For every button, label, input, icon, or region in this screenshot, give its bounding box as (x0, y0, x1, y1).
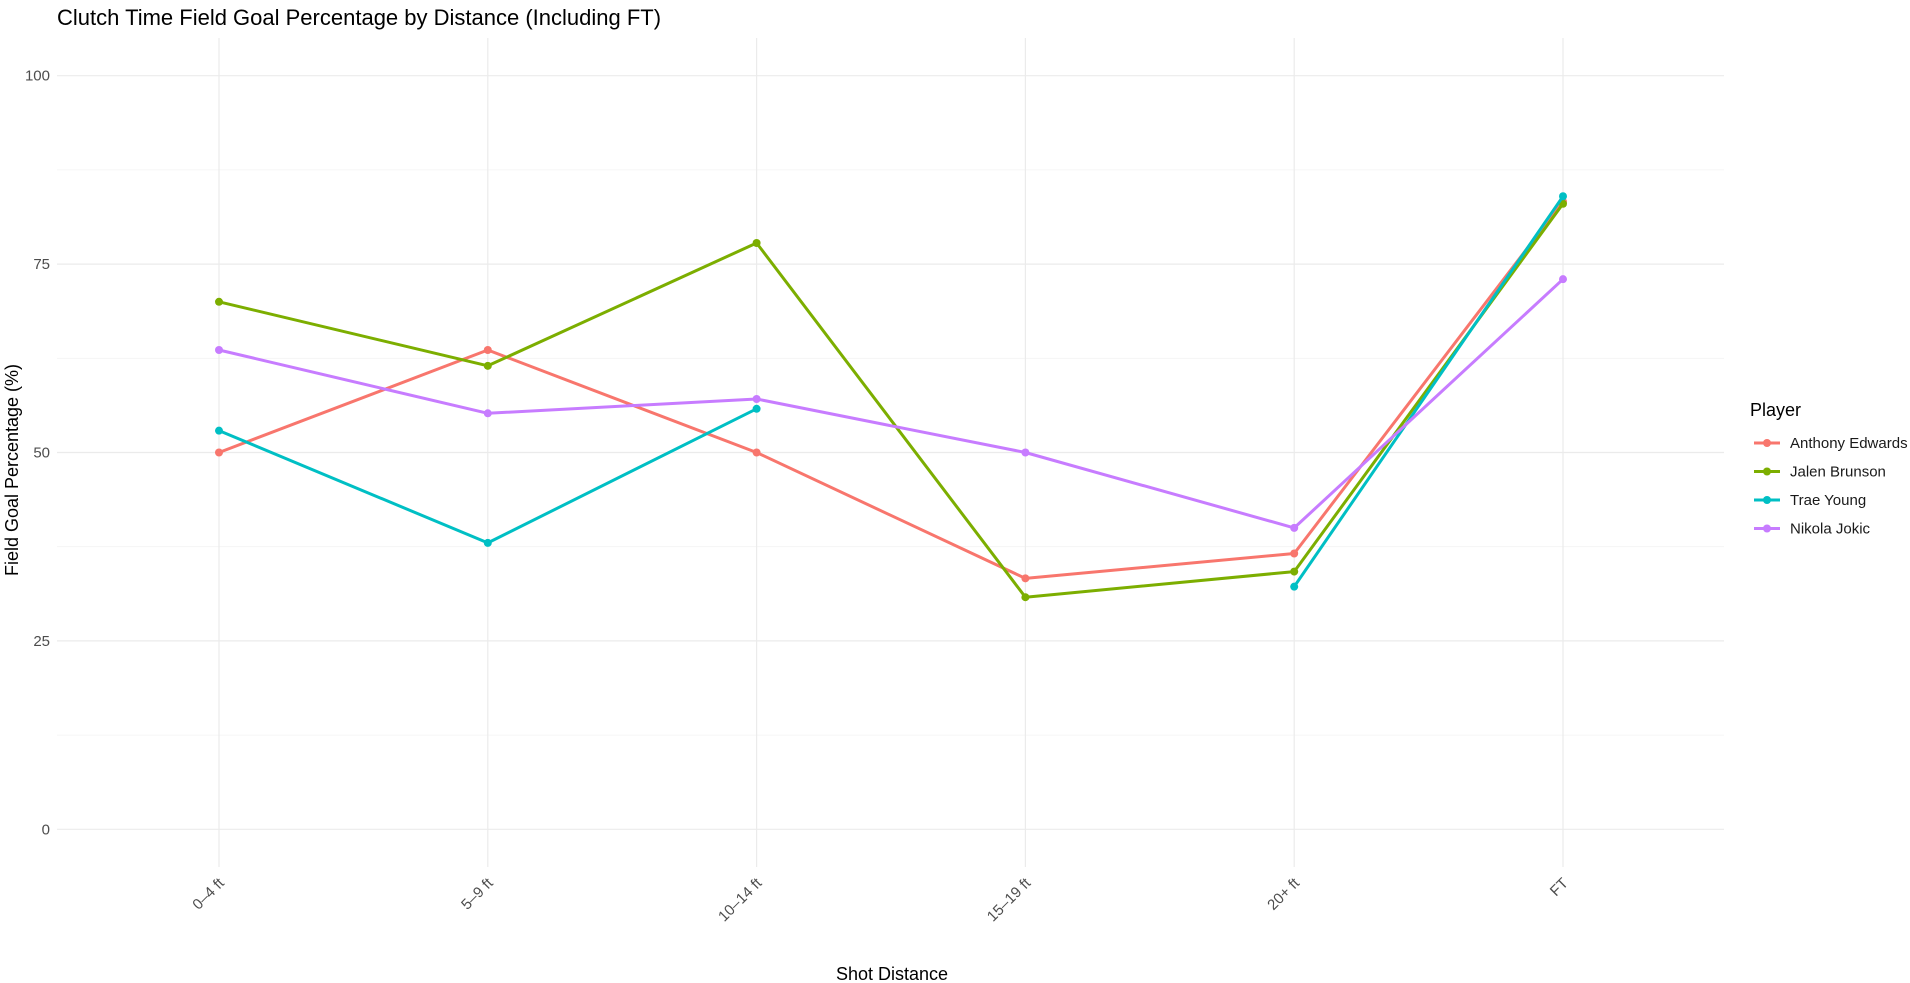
data-point (1290, 549, 1299, 558)
y-tick-label: 0 (42, 821, 50, 838)
data-point (215, 448, 223, 457)
series-jalen-brunson (215, 199, 1567, 602)
grid (57, 38, 1724, 867)
data-point (752, 404, 761, 413)
y-tick-label: 25 (33, 633, 50, 650)
data-point (483, 409, 492, 418)
legend-key-point (1763, 467, 1771, 476)
x-tick-label: 0–4 ft (189, 874, 228, 913)
series-line (218, 195, 1565, 588)
data-point (483, 346, 492, 355)
chart-title: Clutch Time Field Goal Percentage by Dis… (57, 5, 661, 30)
series-line (218, 200, 1565, 580)
x-tick-label: 10–14 ft (715, 874, 766, 925)
data-point (1290, 582, 1299, 591)
series-line (218, 278, 1565, 530)
legend-label: Trae Young (1790, 492, 1866, 509)
data-point (215, 426, 223, 435)
x-tick-label: 20+ ft (1264, 874, 1303, 913)
data-point (1290, 567, 1299, 576)
x-axis-title: Shot Distance (836, 964, 948, 983)
series-nikola-jokic (215, 275, 1567, 532)
legend-key-point (1763, 496, 1771, 504)
data-point (483, 538, 492, 547)
data-point (752, 394, 761, 403)
legend-key-point (1763, 524, 1771, 533)
legend: Player Anthony Edwards Jalen Brunson Trae … (1750, 400, 1908, 538)
y-axis-title: Field Goal Percentage (%) (2, 364, 22, 576)
legend-item: Nikola Jokic (1754, 521, 1871, 538)
data-point (1021, 448, 1030, 457)
legend-title: Player (1750, 400, 1801, 420)
y-tick-label: 100 (25, 68, 50, 85)
data-point (1290, 523, 1299, 532)
legend-item: Jalen Brunson (1754, 464, 1886, 481)
y-tick-label: 50 (33, 445, 50, 462)
legend-item: Trae Young (1754, 492, 1866, 509)
series-lines (215, 192, 1567, 602)
x-tick-label: 15–19 ft (984, 874, 1035, 925)
series-line (218, 202, 1565, 599)
y-tick-label: 75 (33, 256, 50, 273)
series-trae-young (215, 192, 1567, 591)
data-point (752, 238, 761, 247)
series-anthony-edwards (215, 197, 1567, 583)
legend-key-point (1763, 439, 1771, 447)
data-point (1559, 192, 1567, 201)
data-point (215, 346, 223, 355)
legend-label: Jalen Brunson (1790, 464, 1886, 481)
x-tick-label: FT (1547, 875, 1572, 900)
data-point (752, 448, 761, 457)
x-axis-ticks: 0–4 ft 5–9 ft 10–14 ft 15–19 ft 20+ ft FT (189, 874, 1572, 925)
data-point (1021, 574, 1030, 583)
data-point (1021, 593, 1030, 602)
legend-item: Anthony Edwards (1754, 435, 1908, 452)
legend-label: Anthony Edwards (1790, 435, 1908, 452)
data-point (483, 361, 492, 370)
data-point (1559, 275, 1567, 284)
x-tick-label: 5–9 ft (458, 874, 497, 913)
y-axis-ticks: 0 25 50 75 100 (25, 68, 50, 839)
legend-label: Nikola Jokic (1790, 521, 1871, 538)
data-point (215, 297, 223, 306)
